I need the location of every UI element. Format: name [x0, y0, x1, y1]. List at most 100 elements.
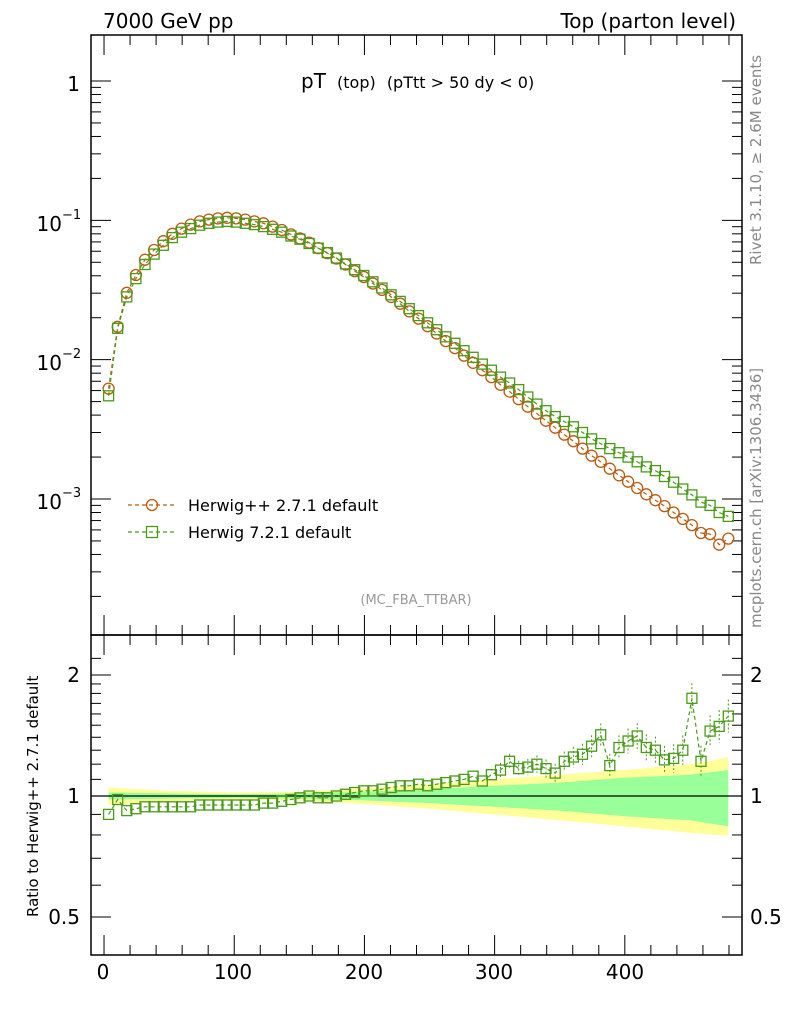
ratio-point-herwig7 — [613, 741, 625, 754]
data-point-herwigpp — [476, 364, 489, 377]
ratio-point-herwig7 — [522, 761, 534, 773]
ratio-point-herwig7 — [458, 773, 470, 786]
ratio-point-herwig7 — [604, 759, 616, 772]
data-point-herwig7 — [403, 303, 415, 315]
ratio-point-herwig7 — [385, 781, 397, 794]
data-point-herwig7 — [266, 223, 279, 235]
main-y-tick-label: 10 — [37, 212, 62, 236]
data-point-herwig7 — [203, 217, 215, 229]
data-point-herwigpp — [703, 527, 717, 541]
data-point-herwigpp — [676, 512, 689, 526]
ratio-y-tick-labels: 2 1 0.5 2 1 0.5 — [48, 663, 782, 929]
data-point-herwig7 — [349, 264, 361, 276]
data-point-herwigpp — [102, 382, 115, 395]
ratio-point-herwig7 — [285, 793, 297, 806]
data-point-herwigpp — [667, 506, 680, 519]
ratio-point-herwig7 — [631, 730, 643, 742]
ratio-point-herwig7 — [330, 790, 343, 802]
ratio-point-herwig7 — [567, 751, 580, 763]
ratio-y-tick-label-right: 0.5 — [750, 905, 782, 929]
data-point-herwig7 — [421, 317, 434, 329]
ratio-point-herwig7 — [358, 785, 370, 797]
ratio-point-herwig7 — [585, 740, 598, 752]
legend-entry-herwig7: Herwig 7.2.1 default — [128, 523, 351, 542]
series-line-herwigpp — [108, 217, 729, 546]
ratio-point-herwig7 — [194, 799, 206, 811]
header-left-label: 7000 GeV pp — [103, 9, 234, 33]
legend-label: Herwig 7.2.1 default — [188, 523, 351, 542]
data-point-herwig7 — [157, 239, 169, 251]
plot-title: pT (top) (pTtt > 50 dy < 0) — [301, 69, 534, 93]
data-point-herwig7 — [376, 282, 388, 294]
main-y-tick-label: 10 — [37, 490, 62, 514]
data-point-herwig7 — [467, 351, 479, 363]
data-point-herwig7 — [394, 295, 406, 308]
ratio-point-herwig7 — [266, 797, 279, 809]
data-point-herwig7 — [522, 391, 534, 403]
data-point-herwig7 — [294, 233, 306, 245]
ratio-point-herwig7 — [494, 764, 507, 776]
data-point-herwigpp — [585, 449, 598, 462]
ratio-point-herwig7 — [257, 797, 270, 809]
data-point-herwig7 — [640, 461, 652, 473]
data-point-herwigpp — [685, 518, 699, 532]
data-point-herwig7 — [285, 230, 297, 242]
ratio-y-tick-label-right: 2 — [750, 663, 763, 687]
ratio-point-herwig7 — [121, 804, 133, 817]
data-point-herwig7 — [576, 426, 589, 439]
ratio-y-tick-label: 0.5 — [48, 905, 80, 929]
data-point-herwig7 — [722, 510, 734, 523]
ratio-point-herwig7 — [658, 754, 671, 766]
ratio-point-herwig7 — [713, 720, 725, 733]
data-point-herwigpp — [567, 435, 580, 448]
ratio-point-herwig7 — [339, 788, 352, 800]
ratio-point-herwig7 — [230, 799, 242, 811]
data-point-herwigpp — [612, 469, 626, 482]
ratio-point-herwig7 — [421, 780, 434, 792]
data-point-herwigpp — [621, 475, 635, 488]
data-point-herwig7 — [658, 470, 671, 483]
data-point-herwig7 — [531, 398, 543, 410]
ratio-point-herwig7 — [130, 803, 142, 815]
ratio-point-herwig7 — [394, 780, 406, 792]
data-point-herwig7 — [440, 331, 452, 343]
main-y-tick-label: 10 — [37, 351, 62, 375]
ratio-point-herwig7 — [102, 808, 115, 821]
ratio-point-herwig7 — [376, 783, 388, 795]
data-point-herwig7 — [385, 289, 397, 301]
mcplots-label: mcplots.cern.ch [arXiv:1306.3436] — [747, 368, 765, 628]
data-point-herwig7 — [449, 337, 461, 349]
ratio-point-herwig7 — [294, 792, 306, 804]
ratio-point-herwig7 — [576, 748, 589, 760]
data-point-herwigpp — [694, 526, 708, 540]
data-point-herwig7 — [212, 216, 224, 228]
header-right-label: Top (parton level) — [559, 9, 736, 33]
data-point-herwig7 — [184, 222, 197, 235]
data-point-herwigpp — [576, 442, 589, 455]
data-point-herwigpp — [494, 378, 507, 391]
ratio-point-herwig7 — [449, 775, 461, 787]
ratio-point-herwig7 — [303, 790, 315, 802]
data-point-herwig7 — [221, 215, 233, 228]
data-point-herwigpp — [640, 488, 653, 501]
data-point-herwig7 — [148, 248, 160, 260]
data-point-herwig7 — [194, 219, 206, 231]
data-point-herwig7 — [677, 483, 689, 495]
ratio-point-herwig7 — [248, 799, 261, 811]
ratio-point-herwig7 — [139, 801, 151, 813]
data-point-herwig7 — [604, 442, 616, 455]
data-point-herwigpp — [594, 455, 607, 468]
data-point-herwig7 — [494, 371, 507, 383]
data-point-herwig7 — [458, 345, 470, 357]
plot-title-sub1: (top) — [337, 73, 376, 92]
legend: Herwig++ 2.7.1 default Herwig 7.2.1 defa… — [128, 496, 378, 542]
data-point-herwig7 — [276, 226, 288, 238]
ratio-point-herwig7 — [157, 801, 169, 813]
plot-title-main: pT — [301, 69, 327, 93]
data-point-herwig7 — [239, 217, 251, 229]
data-point-herwig7 — [695, 496, 707, 508]
ratio-point-herwig7 — [595, 729, 607, 741]
data-point-herwig7 — [139, 258, 151, 271]
rivet-version-label: Rivet 3.1.10, ≥ 2.6M events — [747, 55, 765, 265]
